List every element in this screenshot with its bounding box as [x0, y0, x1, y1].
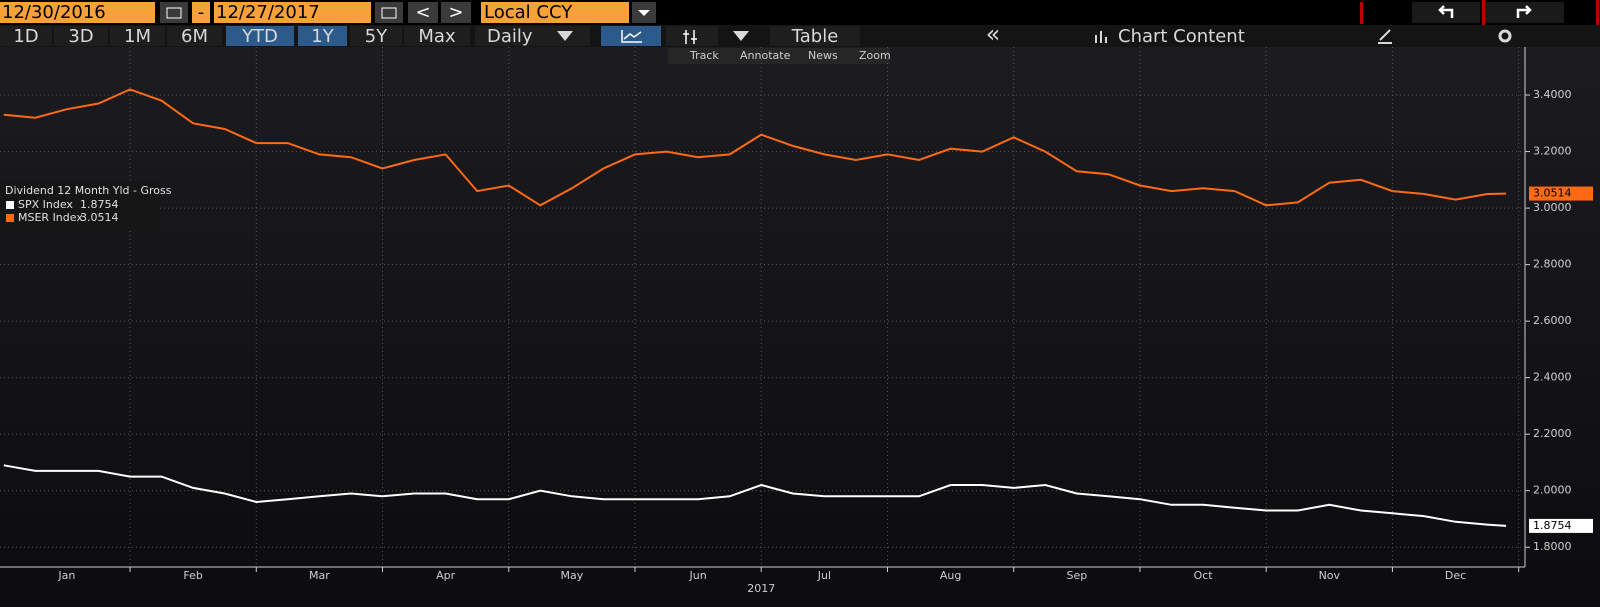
settings-icon[interactable] [1498, 29, 1512, 43]
y-tick-label: 3.0000 [1533, 201, 1572, 214]
edit-icon[interactable] [1378, 29, 1392, 44]
range-button[interactable] [226, 26, 294, 46]
prev: < [415, 2, 430, 23]
chart-tool[interactable]: Annotate [740, 49, 791, 62]
y-tick-label: 1.8000 [1533, 540, 1572, 553]
redo-icon [1516, 5, 1532, 18]
range-label: 6M [181, 26, 208, 47]
currency-field[interactable] [481, 2, 629, 23]
chart-content[interactable]: Chart Content [1118, 26, 1245, 47]
frequency: Daily [487, 26, 533, 47]
legend-value: 3.0514 [80, 211, 119, 224]
dropdown-arrow [557, 31, 573, 41]
separator-box [192, 2, 210, 23]
undo-icon [1438, 5, 1454, 18]
x-tick-label: Jun [689, 569, 707, 582]
chart-tools-bar [668, 48, 890, 64]
y-tick-label: 2.8000 [1533, 258, 1572, 271]
x-tick-label: Nov [1319, 569, 1341, 582]
legend-name: SPX Index [18, 198, 73, 211]
prev-button[interactable] [408, 2, 438, 23]
legend-box [0, 182, 160, 229]
bar-icon [683, 30, 697, 44]
legend-swatch [6, 214, 14, 222]
undo-button[interactable] [1412, 2, 1480, 23]
chart-tool[interactable]: Zoom [859, 49, 891, 62]
y-tick-label: 2.0000 [1533, 484, 1572, 497]
range-button[interactable] [54, 26, 108, 46]
divider [1596, 0, 1599, 25]
range-button[interactable] [0, 26, 52, 46]
series-line [3, 88, 1507, 207]
x-tick-label: Aug [940, 569, 961, 582]
x-tick-label: Jul [817, 569, 831, 582]
calendar-button[interactable] [160, 2, 188, 23]
range-button[interactable] [404, 26, 470, 46]
chart-background [0, 47, 1600, 607]
range-label: 3D [68, 26, 93, 47]
range-label: 1M [124, 26, 151, 47]
x-tick-label: Oct [1194, 569, 1214, 582]
line-chart-button[interactable] [601, 26, 661, 46]
next-button[interactable] [441, 2, 471, 23]
x-tick-label: Jan [57, 569, 75, 582]
legend-title: Dividend 12 Month Yld - Gross [5, 184, 172, 197]
range-button[interactable] [110, 26, 165, 46]
x-tick-label: Apr [436, 569, 456, 582]
dropdown-arrow [638, 10, 650, 16]
y-tick-label: 2.6000 [1533, 314, 1572, 327]
range-button[interactable] [350, 26, 402, 46]
table-button[interactable] [770, 26, 860, 46]
legend-value: 1.8754 [80, 198, 119, 211]
range-button[interactable] [298, 26, 347, 46]
x-tick-label: Mar [309, 569, 330, 582]
range-label: Max [418, 26, 456, 47]
chart-tool[interactable]: News [808, 49, 838, 62]
end-date-field[interactable] [214, 2, 371, 23]
range-button[interactable] [167, 26, 222, 46]
next: > [448, 2, 463, 23]
calendar-icon [166, 7, 182, 19]
series-line [3, 464, 1507, 527]
redo-button[interactable] [1484, 2, 1564, 23]
range-label: 1D [13, 26, 38, 47]
calendar-button[interactable] [375, 2, 403, 23]
last-value-tag [1529, 518, 1593, 533]
divider [1360, 2, 1363, 24]
chart-content-icon [1095, 31, 1107, 43]
divider [1482, 0, 1485, 25]
legend-name: MSER Index [18, 211, 83, 224]
x-tick-label: Sep [1066, 569, 1087, 582]
table: Table [791, 26, 839, 47]
separator: - [198, 2, 205, 23]
y-tick-label: 2.4000 [1533, 371, 1572, 384]
last-value-label: 1.8754 [1533, 519, 1572, 532]
line-chart-icon [621, 30, 642, 43]
start-date-field[interactable] [0, 2, 155, 23]
y-tick-label: 2.2000 [1533, 427, 1572, 440]
x-axis-label: 2017 [747, 582, 775, 595]
legend-swatch [6, 201, 14, 209]
x-tick-label: Feb [183, 569, 202, 582]
chart-tool[interactable]: Track [689, 49, 719, 62]
calendar-icon [381, 7, 397, 19]
range-label: 1Y [311, 26, 334, 47]
end-date: 12/27/2017 [216, 2, 320, 23]
dropdown-arrow [733, 31, 749, 41]
last-value-label: 3.0514 [1533, 187, 1572, 200]
last-value-tag [1529, 186, 1593, 201]
y-tick-label: 3.4000 [1533, 88, 1572, 101]
x-tick-label: May [561, 569, 584, 582]
collapse[interactable]: « [986, 20, 1001, 48]
currency: Local CCY [484, 2, 573, 23]
bar-chart-button[interactable] [666, 26, 718, 46]
y-tick-label: 3.2000 [1533, 145, 1572, 158]
range-label: YTD [241, 26, 278, 47]
range-label: 5Y [365, 26, 388, 47]
start-date: 12/30/2016 [2, 2, 106, 23]
x-tick-label: Dec [1445, 569, 1466, 582]
